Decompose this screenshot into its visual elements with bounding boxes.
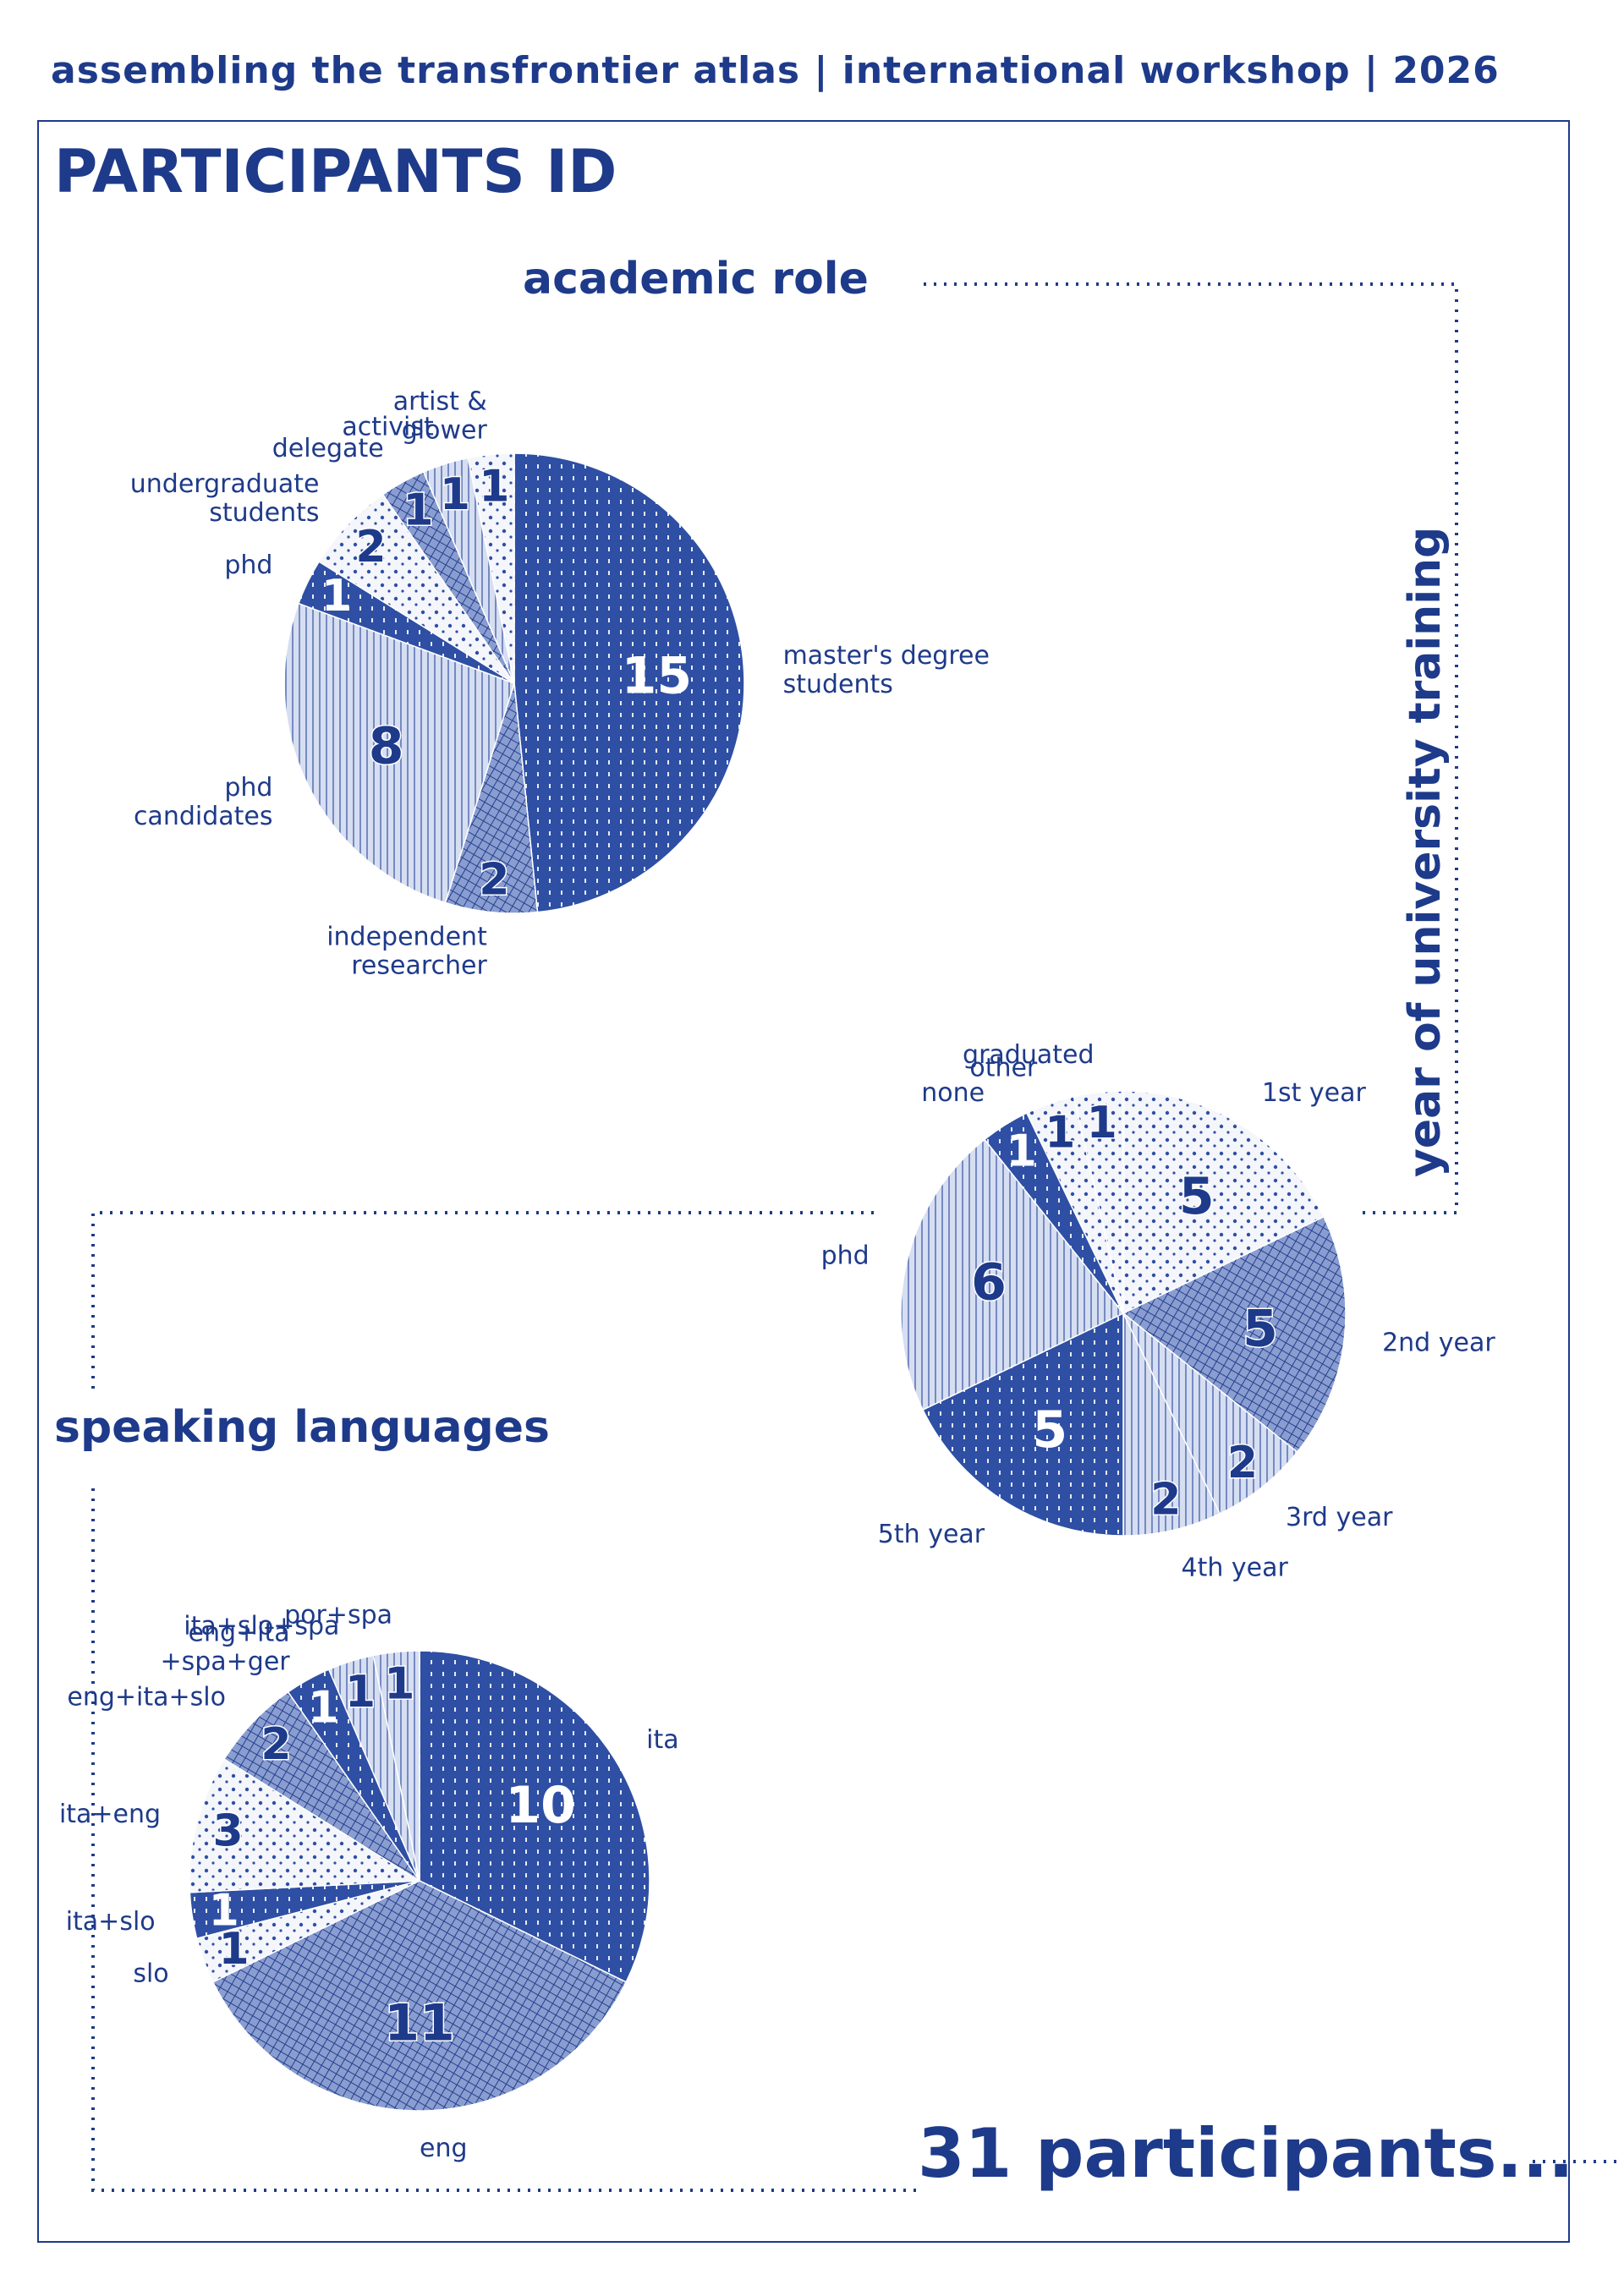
workshop-header: assembling the transfrontier atlas | int… (51, 49, 1500, 92)
year-training-label-none: none (921, 1078, 985, 1108)
year-training-slice-graduated (1073, 1090, 1124, 1314)
academic-role-pie: 15 master's degree students 2 independent res… (130, 387, 990, 981)
academic-role-label-master-s-degree-students: master's degree students (783, 641, 990, 699)
speaking-languages-value-eng-ita-spa-ger: 1 (308, 1682, 338, 1733)
year-training-slice-3rd-year (1122, 1312, 1298, 1515)
speaking-languages-slice-eng-ita-slo (223, 1690, 420, 1882)
year-training-label-phd: phd (821, 1241, 870, 1270)
speaking-languages-label-ita: ita (646, 1725, 678, 1755)
year-training-value-graduated: 1 (1087, 1098, 1117, 1148)
speaking-languages-label-por-spa: por+spa (284, 1601, 392, 1630)
year-training-slice-1st-year (1122, 1090, 1325, 1315)
speaking-languages-value-ita-slo-spa: 1 (345, 1667, 376, 1718)
academic-role-label-delegate: delegate (272, 434, 384, 463)
academic-role-label-undergraduate-students: undergraduate students (130, 469, 320, 528)
academic-role-slice-undergraduate-students (318, 493, 515, 684)
speaking-languages-label-eng-ita-spa-ger: eng+ita +spa+ger (160, 1619, 290, 1677)
year-training-slice-5th-year (922, 1312, 1124, 1537)
year-training-value-phd: 6 (971, 1253, 1007, 1312)
speaking-languages-slice-ita (419, 1650, 650, 1983)
year-training-value-5th-year: 5 (1032, 1400, 1067, 1460)
speaking-languages-label-eng: eng (420, 2134, 468, 2163)
speaking-languages-slice-eng (211, 1880, 628, 2112)
academic-role-label-phd: phd (224, 551, 272, 580)
year-training-slice-phd (900, 1138, 1125, 1411)
speaking-languages-value-eng-ita-slo: 2 (261, 1719, 291, 1770)
speaking-languages-value-eng: 11 (384, 1994, 455, 2053)
speaking-languages-slice-ita-eng (189, 1758, 422, 1893)
connector-languages-total (91, 1488, 922, 2192)
academic-role-title: academic role (523, 254, 869, 304)
year-training-label-4th-year: 4th year (1182, 1553, 1289, 1582)
academic-role-value-delegate: 1 (403, 485, 433, 535)
speaking-languages-value-ita-slo: 1 (209, 1885, 239, 1936)
academic-role-value-master-s-degree-students: 15 (622, 646, 693, 705)
year-training-slice-2nd-year (1122, 1215, 1347, 1454)
year-training-slice-4th-year (1122, 1312, 1221, 1537)
academic-role-slice-independent-researcher (444, 682, 539, 914)
academic-role-value-independent-researcher: 2 (479, 855, 509, 906)
speaking-languages-title: speaking languages (54, 1402, 550, 1453)
academic-role-slice-artist-glower (467, 452, 515, 684)
academic-role-label-artist-glower: artist & glower (393, 387, 488, 446)
academic-role-value-artist-glower: 1 (479, 461, 509, 512)
speaking-languages-label-ita-slo-spa: ita+slo+spa (184, 1611, 339, 1641)
year-training-value-4th-year: 2 (1150, 1475, 1181, 1526)
academic-role-slice-phd-candidates (283, 602, 515, 904)
year-training-value-2nd-year: 5 (1243, 1299, 1278, 1358)
year-training-label-2nd-year: 2nd year (1382, 1328, 1495, 1357)
academic-role-value-phd-candidates: 8 (369, 716, 404, 775)
connector-year-languages (91, 1211, 874, 1389)
speaking-languages-label-ita-slo: ita+slo (66, 1907, 156, 1937)
speaking-languages-label-eng-ita-slo: eng+ita+slo (67, 1682, 226, 1712)
year-training-label-5th-year: 5th year (878, 1520, 985, 1549)
academic-role-slice-master-s-degree-students (513, 452, 745, 913)
speaking-languages-value-ita-eng: 3 (212, 1806, 243, 1856)
page-title: PARTICIPANTS ID (54, 137, 617, 206)
speaking-languages-value-por-spa: 1 (384, 1658, 414, 1709)
poster-frame (37, 120, 1570, 2243)
year-training-label-3rd-year: 3rd year (1286, 1503, 1393, 1532)
academic-role-value-undergraduate-students: 2 (355, 522, 386, 573)
year-training-label-1st-year: 1st year (1262, 1078, 1367, 1108)
speaking-languages-slice-por-spa (372, 1650, 420, 1882)
year-training-value-3rd-year: 2 (1227, 1438, 1258, 1488)
speaking-languages-label-ita-eng: ita+eng (59, 1800, 161, 1829)
connector-academic-year (924, 282, 1458, 1214)
speaking-languages-pie: 10ita11eng1slo1ita+slo3ita+eng2eng+ita+s… (59, 1601, 679, 2163)
year-training-value-1st-year: 5 (1179, 1167, 1215, 1226)
speaking-languages-label-slo: slo (133, 1959, 168, 1989)
year-training-value-other: 1 (1045, 1108, 1075, 1159)
academic-role-label-activist: activist (342, 413, 434, 442)
speaking-languages-value-ita: 10 (505, 1776, 576, 1835)
year-training-value-none: 1 (1007, 1126, 1037, 1176)
year-training-label-graduated: graduated (963, 1040, 1094, 1070)
academic-role-label-phd-candidates: phd candidates (134, 773, 273, 831)
academic-role-value-activist: 1 (440, 469, 470, 520)
total-participants: 31 participants... (918, 2114, 1574, 2193)
academic-role-label-independent-researcher: independent researcher (326, 922, 487, 980)
year-training-label-other: other (969, 1053, 1038, 1082)
